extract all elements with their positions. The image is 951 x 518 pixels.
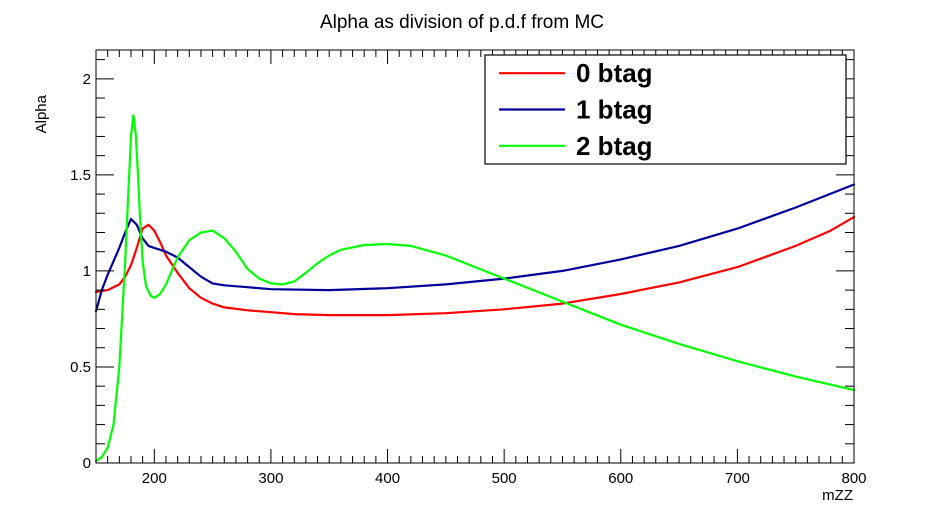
legend: 0 btag 1 btag 2 btag (484, 54, 847, 165)
y-axis-title: Alpha (33, 94, 50, 133)
plot-frame (95, 49, 855, 464)
legend-label: 1 btag (576, 95, 653, 125)
series-line-1-btag (94, 183, 856, 313)
legend-label: 0 btag (576, 58, 653, 88)
series-line-0-btag (94, 216, 856, 317)
chart-title: Alpha as division of p.d.f from MC (320, 12, 604, 33)
x-tick-label: 800 (841, 470, 866, 487)
x-tick-label: 400 (375, 470, 400, 487)
x-tick-label: 200 (142, 470, 167, 487)
x-axis-title: mZZ (822, 487, 853, 504)
y-tick-label: 1 (83, 263, 91, 280)
y-tick-label: 2 (83, 71, 91, 88)
plot-area (94, 114, 856, 463)
axes: 200 300 400 500 600 700 800 0 0.5 1 1.5 2 (70, 49, 867, 487)
legend-label: 2 btag (576, 131, 653, 161)
y-tick-label: 1.5 (70, 167, 91, 184)
x-tick-label: 700 (725, 470, 750, 487)
y-tick-label: 0 (83, 455, 91, 472)
y-tick-label: 0.5 (70, 359, 91, 376)
x-tick-label: 600 (608, 470, 633, 487)
series-line-2-btag (94, 114, 856, 463)
x-tick-label: 300 (258, 470, 283, 487)
x-tick-label: 500 (492, 470, 517, 487)
